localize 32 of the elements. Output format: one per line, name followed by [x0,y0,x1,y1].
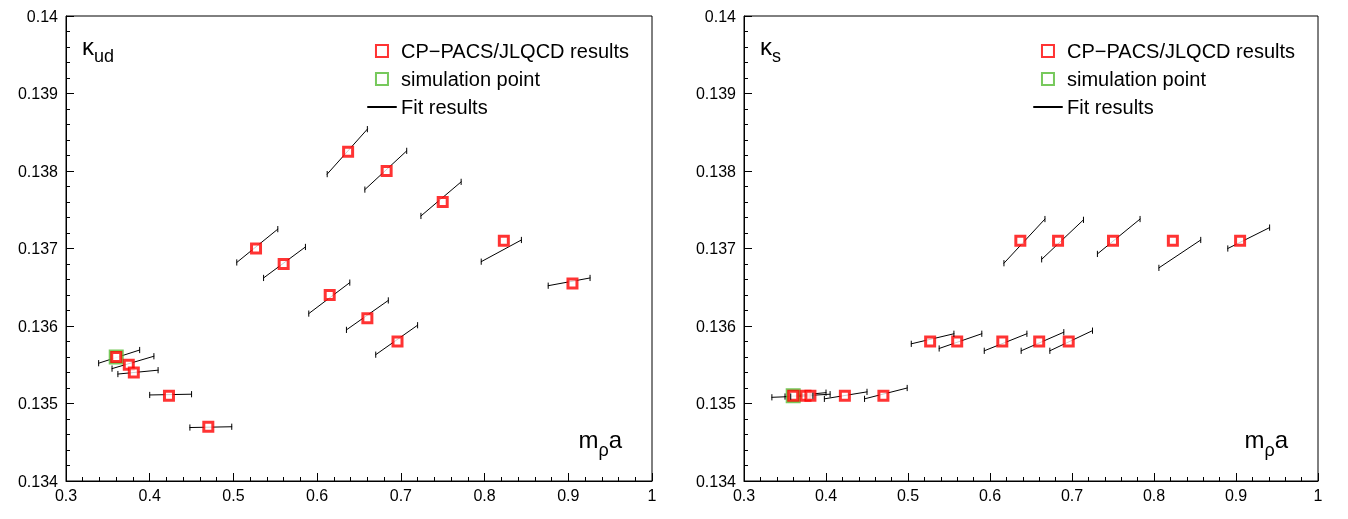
y-tick-label: 0.14 [26,7,59,25]
y-tick-label: 0.136 [695,317,737,335]
y-tick-label: 0.138 [695,162,737,180]
y-tick-label: 0.136 [17,317,59,335]
y-tick-label: 0.14 [704,7,737,25]
x-tick-label: 0.6 [306,486,329,504]
x-tick-label: 0.7 [389,486,413,504]
legend-label: Fit results [1066,96,1154,118]
y-tick-label: 0.135 [17,395,59,412]
x-tick-label: 0.4 [814,486,838,504]
y-tick-label: 0.137 [695,240,737,257]
x-tick-label: 0.8 [1142,486,1166,504]
legend-label: Fit results [400,96,488,118]
legend-label: CP−PACS/JLQCD results [1066,40,1295,62]
y-tick-label: 0.139 [695,85,737,102]
x-tick-label: 1 [1313,486,1323,504]
legend-label: simulation point [1066,68,1207,90]
y-tick-label: 0.135 [695,395,737,412]
x-tick-label: 0.6 [978,486,1002,504]
x-tick-label: 0.4 [138,486,161,504]
x-tick-label: 0.8 [473,486,496,504]
y-tick-label: 0.137 [17,240,59,257]
x-tick-label: 0.5 [896,486,920,504]
x-tick-label: 0.9 [557,486,580,504]
x-tick-label: 0.5 [222,486,245,504]
x-tick-label: 0.9 [1224,486,1248,504]
y-tick-label: 0.139 [17,85,59,102]
y-tick-label: 0.138 [17,162,59,180]
legend-label: simulation point [400,68,541,90]
legend-label: CP−PACS/JLQCD results [400,40,629,62]
x-tick-label: 1 [647,486,657,504]
x-tick-label: 0.7 [1060,486,1084,504]
